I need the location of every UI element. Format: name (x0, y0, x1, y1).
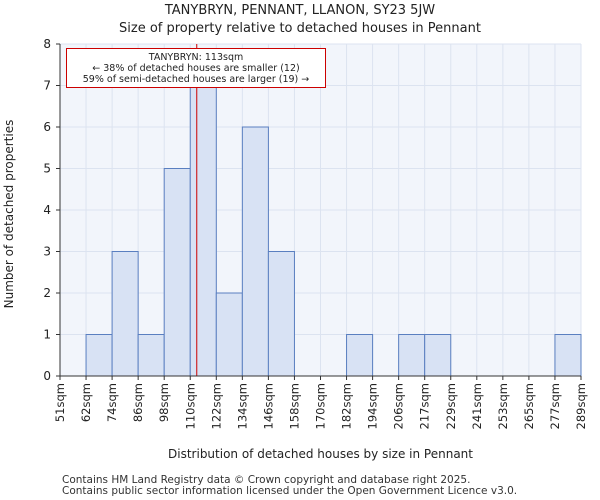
x-tick-label: 206sqm (392, 383, 406, 429)
annotation-line-3: 59% of semi-detached houses are larger (… (82, 74, 310, 85)
annotation-line-1: TANYBRYN: 113sqm (148, 52, 244, 63)
x-tick-label: 51sqm (53, 383, 67, 422)
y-tick-label: 4 (43, 203, 51, 217)
x-tick-label: 110sqm (183, 383, 197, 429)
y-tick-label: 3 (43, 245, 51, 259)
bar (554, 334, 582, 377)
y-tick-label: 1 (43, 328, 51, 342)
bar (215, 292, 243, 377)
property-annotation-box: TANYBRYN: 113sqm ← 38% of detached house… (66, 48, 326, 88)
y-tick-label: 7 (43, 79, 51, 93)
x-tick-label: 289sqm (574, 383, 588, 429)
bar (346, 334, 374, 377)
x-tick-label: 146sqm (261, 383, 275, 429)
bar (111, 251, 139, 377)
x-tick-label: 277sqm (548, 383, 562, 429)
x-tick-label: 98sqm (157, 383, 171, 422)
x-tick-label: 62sqm (79, 383, 93, 422)
x-tick-label: 182sqm (340, 383, 354, 429)
bar (267, 251, 295, 377)
x-tick-label: 265sqm (522, 383, 536, 429)
bar (137, 334, 165, 377)
x-tick-label: 194sqm (366, 383, 380, 429)
x-tick-label: 134sqm (235, 383, 249, 429)
x-tick-label: 229sqm (444, 383, 458, 429)
bar (424, 334, 452, 377)
y-tick-label: 2 (43, 286, 51, 300)
y-tick-label: 6 (43, 120, 51, 134)
annotation-line-2: ← 38% of detached houses are smaller (12… (92, 63, 300, 74)
x-tick-label: 74sqm (105, 383, 119, 422)
histogram-chart: 0 1 2 3 4 5 6 7 8 51sqm 62sqm 74sqm 86sqm 98sqm 110sqm… (2, 37, 588, 461)
x-tick-label: 122sqm (209, 383, 223, 429)
bar (189, 85, 217, 377)
x-tick-label: 86sqm (131, 383, 145, 422)
footer-licence: Contains public sector information licen… (62, 485, 518, 497)
x-tick-label: 253sqm (496, 383, 510, 429)
bar (241, 126, 269, 377)
x-tick-label: 158sqm (287, 383, 301, 429)
bar (163, 168, 191, 377)
y-tick-label: 5 (43, 162, 51, 176)
x-tick-label: 217sqm (418, 383, 432, 429)
x-tick-label: 241sqm (470, 383, 484, 429)
x-tick-label: 170sqm (314, 383, 328, 429)
y-tick-label: 0 (43, 369, 51, 383)
x-axis-label: Distribution of detached houses by size … (168, 447, 473, 461)
bar (85, 334, 113, 377)
y-tick-label: 8 (43, 37, 51, 51)
footer-copyright: Contains HM Land Registry data © Crown c… (62, 474, 471, 486)
chart-title: TANYBRYN, PENNANT, LLANON, SY23 5JW (164, 3, 436, 18)
bar (398, 334, 426, 377)
chart-subtitle: Size of property relative to detached ho… (119, 21, 481, 36)
y-axis-label: Number of detached properties (2, 120, 16, 309)
